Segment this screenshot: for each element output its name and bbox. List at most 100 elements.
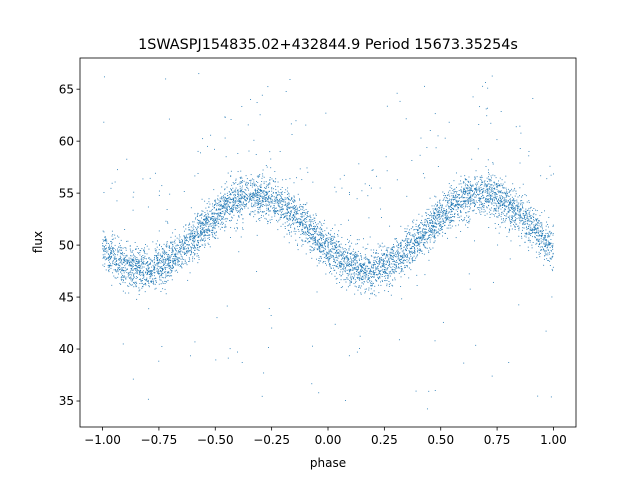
data-point bbox=[221, 206, 223, 208]
data-point bbox=[510, 225, 512, 227]
data-point bbox=[445, 212, 447, 214]
data-point bbox=[470, 197, 471, 199]
data-point bbox=[252, 194, 254, 196]
data-point bbox=[219, 215, 221, 217]
data-point bbox=[352, 273, 354, 275]
data-point bbox=[449, 219, 451, 221]
data-point bbox=[510, 190, 512, 192]
data-point bbox=[325, 248, 327, 250]
data-point bbox=[304, 231, 306, 233]
data-point bbox=[552, 253, 554, 255]
data-point bbox=[451, 187, 453, 189]
data-point bbox=[212, 229, 213, 231]
data-point bbox=[126, 262, 128, 264]
data-point bbox=[452, 195, 454, 196]
data-point bbox=[268, 207, 269, 209]
data-point bbox=[383, 264, 385, 266]
data-point bbox=[305, 240, 307, 242]
data-point bbox=[347, 275, 349, 277]
data-point bbox=[232, 197, 234, 199]
data-point bbox=[505, 209, 507, 211]
data-point bbox=[430, 231, 432, 233]
data-point bbox=[321, 233, 323, 234]
data-point bbox=[142, 272, 144, 274]
data-point bbox=[401, 268, 403, 270]
data-point bbox=[364, 275, 366, 277]
data-point bbox=[138, 260, 140, 262]
data-point bbox=[209, 246, 211, 248]
data-point bbox=[429, 219, 431, 221]
data-point bbox=[361, 279, 363, 281]
data-point bbox=[334, 269, 336, 271]
data-point bbox=[135, 248, 137, 250]
data-point bbox=[253, 204, 255, 206]
data-point bbox=[392, 251, 394, 253]
data-point bbox=[156, 264, 158, 266]
data-point bbox=[237, 202, 239, 204]
data-point bbox=[469, 208, 471, 210]
data-point bbox=[449, 195, 451, 197]
data-point bbox=[137, 258, 139, 260]
data-point bbox=[506, 195, 508, 197]
data-point bbox=[304, 226, 305, 228]
data-point bbox=[217, 218, 219, 220]
data-point bbox=[432, 235, 434, 237]
data-point bbox=[536, 229, 537, 231]
data-point bbox=[192, 236, 194, 238]
data-point bbox=[545, 242, 547, 243]
data-point bbox=[234, 189, 236, 191]
data-point bbox=[493, 196, 495, 198]
data-point bbox=[447, 237, 448, 239]
data-point bbox=[225, 207, 227, 209]
data-point bbox=[149, 271, 151, 273]
data-point bbox=[379, 260, 381, 262]
data-point bbox=[275, 197, 277, 199]
data-point bbox=[240, 176, 242, 178]
data-point bbox=[548, 242, 550, 244]
data-point bbox=[290, 235, 292, 237]
data-point bbox=[468, 201, 470, 203]
data-point bbox=[335, 246, 337, 248]
data-point bbox=[438, 222, 440, 224]
data-point bbox=[551, 258, 553, 260]
data-point bbox=[229, 220, 230, 221]
data-point bbox=[233, 205, 235, 207]
data-point bbox=[525, 236, 527, 238]
data-point bbox=[193, 232, 195, 234]
data-point bbox=[390, 248, 392, 250]
data-point bbox=[360, 269, 361, 271]
data-point bbox=[353, 254, 354, 256]
data-point bbox=[335, 252, 337, 254]
data-point bbox=[361, 266, 363, 268]
data-point bbox=[275, 185, 276, 187]
data-point bbox=[358, 267, 360, 269]
data-point bbox=[535, 219, 537, 220]
data-point bbox=[342, 252, 344, 254]
data-point bbox=[206, 219, 207, 221]
data-point bbox=[139, 251, 141, 253]
data-point bbox=[399, 260, 401, 261]
data-point bbox=[533, 226, 535, 228]
data-point bbox=[254, 192, 256, 194]
data-point bbox=[265, 192, 267, 194]
data-point bbox=[216, 216, 218, 218]
data-point bbox=[413, 252, 415, 254]
data-point bbox=[326, 255, 328, 257]
data-point bbox=[330, 249, 331, 251]
data-point bbox=[277, 202, 278, 204]
data-point bbox=[262, 211, 264, 213]
data-point bbox=[188, 244, 190, 246]
data-point bbox=[374, 269, 376, 271]
data-point bbox=[352, 258, 354, 259]
data-point bbox=[120, 256, 122, 258]
data-point bbox=[423, 241, 425, 243]
data-point bbox=[524, 232, 526, 234]
data-point bbox=[307, 230, 309, 232]
data-point bbox=[356, 239, 358, 241]
data-point bbox=[121, 259, 122, 261]
data-point bbox=[486, 199, 488, 201]
data-point bbox=[250, 182, 252, 184]
data-point bbox=[379, 277, 381, 279]
data-point bbox=[454, 198, 455, 200]
data-point bbox=[136, 260, 138, 262]
